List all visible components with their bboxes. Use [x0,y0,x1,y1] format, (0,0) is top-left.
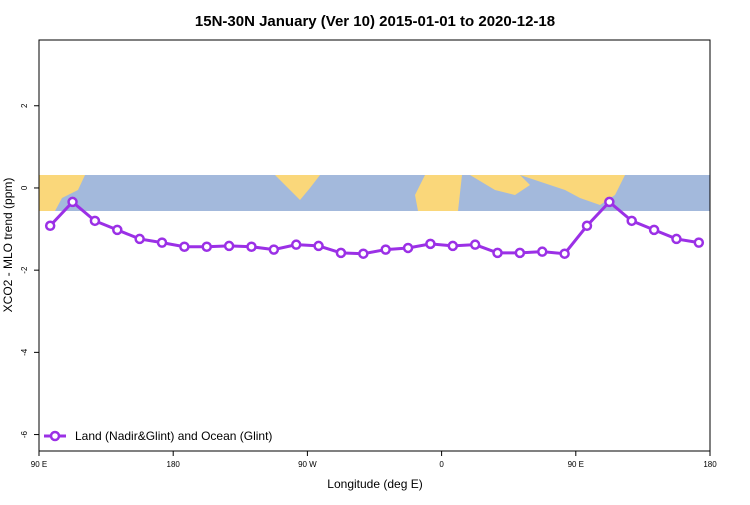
data-point [290,239,302,250]
x-tick-label: 180 [703,460,717,469]
data-point [626,215,637,227]
map-band [39,175,710,211]
land [470,175,530,195]
data-point [604,196,615,208]
x-tick-label: 180 [167,460,181,469]
data-point [425,238,436,250]
y-tick-label: -6 [20,430,29,438]
plot-frame [38,39,711,452]
data-point [648,224,660,236]
data-point [223,240,235,252]
x-tick-label: 90 E [31,460,47,469]
x-tick-label: 0 [439,460,444,469]
data-point [358,248,369,259]
x-tick-label: 90 E [568,460,584,469]
data-point [44,220,56,232]
data-point [514,247,526,259]
data-point [201,241,212,252]
data-point [559,248,570,259]
x-axis-label: Longitude (deg E) [327,477,422,491]
legend-marker [49,430,61,442]
data-point [537,246,548,257]
data-point [693,237,705,248]
chart-title: 15N-30N January (Ver 10) 2015-01-01 to 2… [195,13,555,30]
data-point [492,247,503,259]
data-point [402,242,414,254]
land [520,175,625,205]
x-tick-label: 90 W [298,460,317,469]
y-tick-label: -4 [20,348,29,356]
y-tick-label: 0 [20,185,29,190]
y-tick-label: -2 [20,266,29,274]
y-tick-label: 2 [20,103,29,108]
data-point [179,241,190,252]
data-point [469,239,481,250]
data-point [447,240,459,252]
data-point [156,237,168,248]
data-point [134,233,145,245]
data-point [335,247,347,259]
legend-label: Land (Nadir&Glint) and Ocean (Glint) [75,429,272,443]
land [415,175,462,211]
data-point [112,224,123,236]
land [275,175,320,200]
data-point [89,215,101,227]
data-point [268,244,280,255]
data-point [581,220,593,232]
y-axis-label: XCO2 - MLO trend (ppm) [1,178,15,313]
data-point [313,240,324,252]
data-point [246,241,257,252]
land [39,175,85,211]
data-point [67,196,78,208]
data-point [380,244,391,255]
data-point [671,233,682,245]
